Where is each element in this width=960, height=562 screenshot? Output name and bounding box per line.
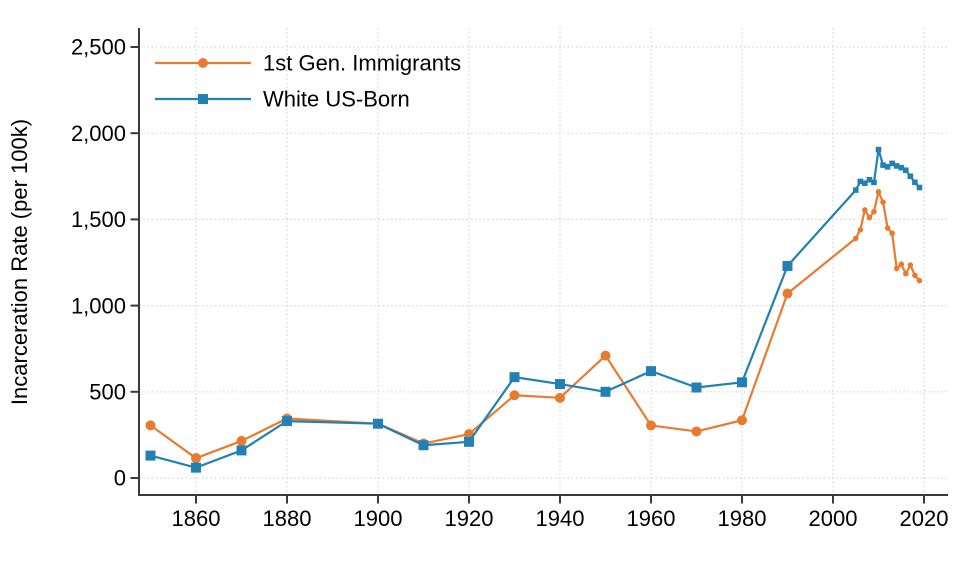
y-axis-title: Incarceration Rate (per 100k) [7, 119, 32, 405]
y-tick-label: 1,000 [71, 293, 126, 318]
data-point-white-us-born [555, 379, 565, 390]
data-point-immigrants [555, 392, 565, 403]
data-point-white-us-born [782, 260, 793, 271]
x-tick-label: 1920 [445, 506, 494, 531]
data-point-white-us-born [884, 164, 891, 170]
data-point-immigrants [912, 272, 918, 279]
data-point-immigrants [600, 350, 611, 361]
x-tick-label: 1980 [718, 506, 767, 531]
data-point-immigrants [884, 225, 891, 231]
data-point-white-us-born [236, 445, 247, 456]
x-tick-label: 1860 [172, 506, 221, 531]
y-tick-label: 0 [114, 466, 126, 491]
x-tick-label: 1940 [536, 506, 585, 531]
data-point-immigrants [737, 415, 747, 426]
data-point-immigrants [893, 265, 900, 272]
x-tick-label: 2020 [900, 506, 949, 531]
data-point-white-us-born [880, 162, 886, 168]
y-tick-label: 2,000 [71, 121, 126, 146]
data-point-immigrants [871, 208, 877, 215]
x-tick-label: 1960 [627, 506, 676, 531]
data-point-white-us-born [857, 178, 864, 185]
data-point-immigrants [509, 390, 520, 401]
data-point-immigrants [646, 420, 656, 431]
x-tick-label: 1880 [263, 506, 312, 531]
data-point-immigrants [875, 189, 882, 195]
data-point-white-us-born [646, 366, 656, 377]
x-tick-label: 1900 [354, 506, 403, 531]
data-point-white-us-born [191, 462, 201, 473]
data-point-immigrants [145, 420, 156, 431]
y-tick-label: 2,500 [71, 35, 126, 60]
data-point-white-us-born [464, 436, 474, 447]
data-point-immigrants [880, 199, 886, 205]
data-point-white-us-born [907, 173, 914, 180]
legend-label: 1st Gen. Immigrants [263, 51, 461, 76]
data-point-white-us-born [145, 450, 156, 461]
data-point-immigrants [782, 288, 793, 299]
data-point-white-us-born [373, 418, 383, 429]
legend-swatch-marker [198, 94, 208, 104]
data-point-white-us-born [893, 163, 900, 169]
data-point-white-us-born [916, 184, 923, 191]
data-point-immigrants [907, 262, 914, 268]
legend-swatch-marker [198, 58, 208, 68]
data-point-white-us-born [862, 180, 868, 186]
x-tick-label: 2000 [809, 506, 858, 531]
data-point-immigrants [857, 226, 864, 233]
data-point-immigrants [691, 426, 702, 437]
data-point-white-us-born [852, 187, 859, 193]
data-point-white-us-born [418, 440, 429, 451]
data-point-white-us-born [737, 377, 747, 388]
data-point-immigrants [191, 453, 201, 464]
data-point-immigrants [889, 230, 895, 236]
data-point-white-us-born [898, 164, 905, 171]
data-point-white-us-born [903, 167, 909, 174]
data-point-white-us-born [871, 179, 877, 186]
data-point-white-us-born [509, 372, 520, 383]
y-tick-label: 500 [89, 380, 126, 405]
data-point-white-us-born [866, 176, 873, 183]
data-point-white-us-born [282, 416, 292, 427]
data-point-immigrants [898, 261, 905, 268]
data-point-immigrants [916, 277, 923, 284]
data-point-white-us-born [912, 179, 918, 186]
data-point-immigrants [903, 270, 909, 277]
data-point-immigrants [852, 235, 859, 242]
data-point-immigrants [866, 214, 873, 221]
legend-label: White US-Born [263, 87, 410, 112]
data-point-white-us-born [600, 386, 611, 397]
data-point-immigrants [862, 207, 868, 213]
y-tick-label: 1,500 [71, 207, 126, 232]
data-point-immigrants [236, 435, 247, 446]
data-point-white-us-born [691, 382, 702, 393]
data-point-white-us-born [889, 160, 895, 167]
data-point-white-us-born [875, 146, 882, 153]
